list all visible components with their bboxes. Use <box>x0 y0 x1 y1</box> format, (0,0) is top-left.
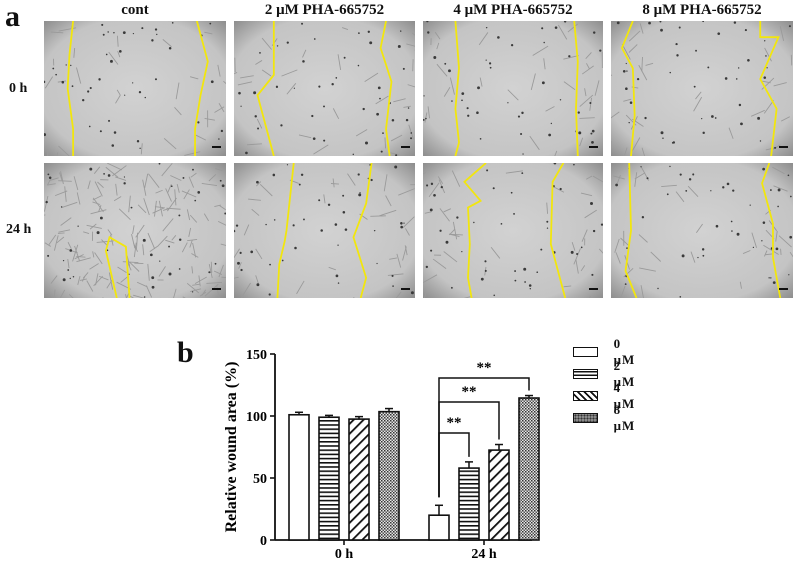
panel-a-letter: a <box>5 0 20 33</box>
legend-label: 4 μM <box>613 380 636 411</box>
legend-item-2um: 2 μM <box>573 358 641 389</box>
wound-edge-line <box>379 21 393 156</box>
bar <box>378 410 400 541</box>
legend-swatch-diagonal <box>573 391 598 401</box>
y-tick-label: 50 <box>253 472 267 487</box>
wound-edge-line <box>549 163 567 298</box>
wound-edge-line <box>624 163 638 298</box>
legend-item-0um: 0 μM <box>573 336 641 367</box>
bar <box>348 418 370 541</box>
column-title-4um: 4 μM PHA-665752 <box>453 2 573 18</box>
bar <box>518 397 540 541</box>
scale-bar <box>401 146 410 148</box>
legend-label: 8 μM <box>613 402 636 433</box>
wound-edge-line <box>66 21 75 156</box>
scale-bar <box>589 146 598 148</box>
column-title-cont: cont <box>121 2 149 18</box>
x-tick-label: 0 h <box>335 547 354 562</box>
wound-edge-line <box>194 21 209 156</box>
micrograph-0h-col4 <box>611 21 793 156</box>
wound-edge-line <box>761 163 782 298</box>
scale-bar <box>779 288 788 290</box>
micrograph-24h-col1 <box>44 163 226 298</box>
micrograph-24h-col3 <box>423 163 603 298</box>
wound-edge-line <box>104 235 131 298</box>
legend-label: 0 μM <box>613 336 636 367</box>
legend-swatch-dots <box>573 413 598 423</box>
bar <box>428 514 450 541</box>
micrograph-24h-col2 <box>234 163 415 298</box>
wound-edge-line <box>620 21 636 156</box>
scale-bar <box>779 146 788 148</box>
significance-marker: ** <box>477 360 492 376</box>
bar <box>488 449 510 541</box>
wound-edge-line <box>352 163 373 298</box>
legend-label: 2 μM <box>613 358 636 389</box>
wound-edge-line <box>759 21 780 156</box>
micrograph-24h-col4 <box>611 163 793 298</box>
bar <box>288 413 310 541</box>
wound-edge-line <box>573 21 579 156</box>
column-title-2um: 2 μM PHA-665752 <box>264 2 385 18</box>
scale-bar <box>401 288 410 290</box>
legend-item-8um: 8 μM <box>573 402 641 433</box>
micrograph-0h-col1 <box>44 21 226 156</box>
scale-bar <box>212 146 221 148</box>
scale-bar <box>212 288 221 290</box>
wound-edge-line <box>454 21 460 156</box>
legend-swatch-horizontal <box>573 369 598 379</box>
bar <box>458 467 480 541</box>
panel-b-letter: b <box>177 336 194 369</box>
wound-edge-line <box>256 21 275 156</box>
legend-swatch-open <box>573 347 598 357</box>
significance-bracket <box>438 377 530 498</box>
row-label-24h: 24 h <box>6 222 32 237</box>
y-tick-label: 150 <box>246 348 267 363</box>
significance-marker: ** <box>462 384 477 400</box>
y-tick-label: 100 <box>246 410 267 425</box>
scale-bar <box>589 288 598 290</box>
bar <box>318 416 340 541</box>
y-tick-label: 0 <box>260 534 267 549</box>
micrograph-0h-col2 <box>234 21 415 156</box>
micrograph-0h-col3 <box>423 21 603 156</box>
legend-item-4um: 4 μM <box>573 380 641 411</box>
row-label-0h: 0 h <box>9 81 28 96</box>
x-tick-label: 24 h <box>471 547 497 562</box>
y-axis-title: Relative wound area (%) <box>223 362 240 533</box>
column-title-8um: 8 μM PHA-665752 <box>642 2 762 18</box>
wound-edge-line <box>276 163 295 298</box>
significance-marker: ** <box>447 415 462 431</box>
wound-edge-line <box>463 163 487 298</box>
